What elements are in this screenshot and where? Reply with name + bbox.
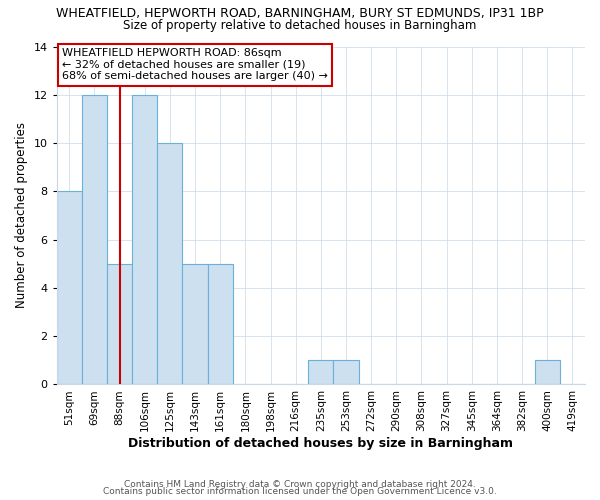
Bar — [334, 360, 359, 384]
Bar — [57, 192, 82, 384]
Bar — [157, 143, 182, 384]
Bar — [208, 264, 233, 384]
X-axis label: Distribution of detached houses by size in Barningham: Distribution of detached houses by size … — [128, 437, 514, 450]
Bar — [535, 360, 560, 384]
Text: Contains public sector information licensed under the Open Government Licence v3: Contains public sector information licen… — [103, 488, 497, 496]
Y-axis label: Number of detached properties: Number of detached properties — [15, 122, 28, 308]
Text: WHEATFIELD HEPWORTH ROAD: 86sqm
← 32% of detached houses are smaller (19)
68% of: WHEATFIELD HEPWORTH ROAD: 86sqm ← 32% of… — [62, 48, 328, 82]
Text: Size of property relative to detached houses in Barningham: Size of property relative to detached ho… — [124, 18, 476, 32]
Text: Contains HM Land Registry data © Crown copyright and database right 2024.: Contains HM Land Registry data © Crown c… — [124, 480, 476, 489]
Text: WHEATFIELD, HEPWORTH ROAD, BARNINGHAM, BURY ST EDMUNDS, IP31 1BP: WHEATFIELD, HEPWORTH ROAD, BARNINGHAM, B… — [56, 8, 544, 20]
Bar — [308, 360, 334, 384]
Bar — [107, 264, 132, 384]
Bar — [82, 95, 107, 384]
Bar — [132, 95, 157, 384]
Bar — [182, 264, 208, 384]
